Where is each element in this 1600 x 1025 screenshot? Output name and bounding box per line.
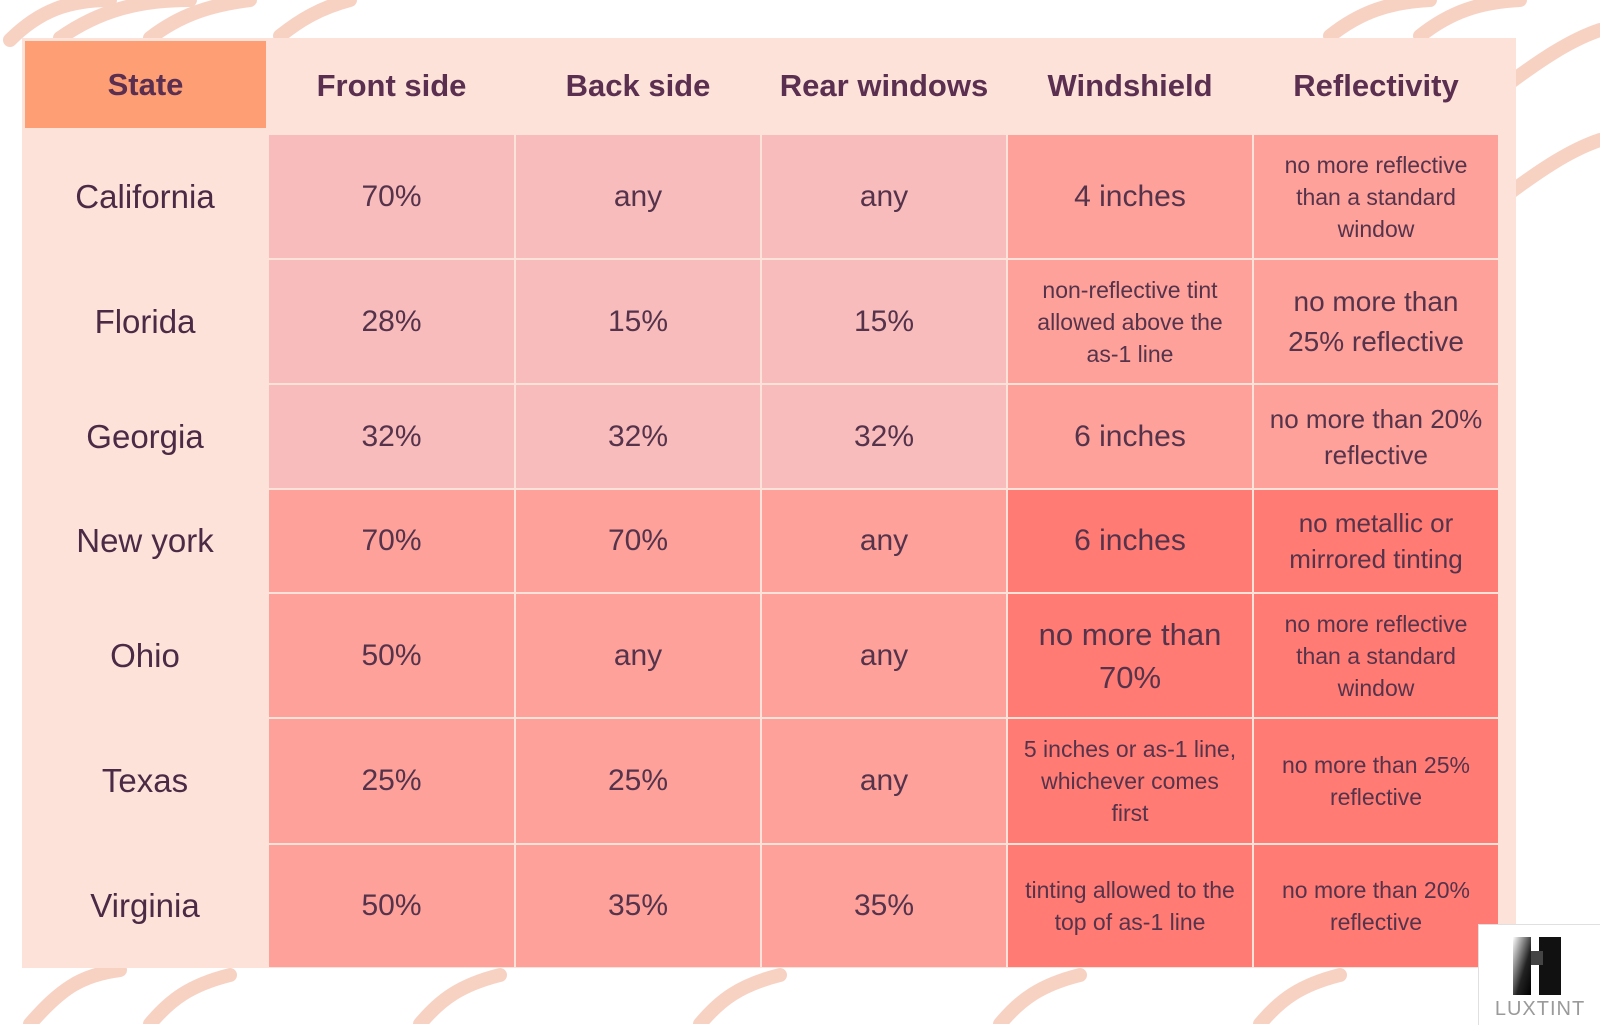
virginia-rear-windows: 35% [761,844,1007,968]
florida-front-side: 28% [268,259,515,384]
state-new-york: New york [76,522,214,559]
virginia-windshield: tinting allowed to the top of as-1 line [1007,844,1253,968]
georgia-windshield: 6 inches [1007,384,1253,489]
virginia-front-side: 50% [268,844,515,968]
ohio-reflectivity: no more reflective than a standard windo… [1253,593,1499,718]
new-york-windshield: 6 inches [1007,489,1253,593]
texas-rear-windows: any [761,718,1007,844]
state-virginia: Virginia [90,887,200,924]
georgia-back-side: 32% [515,384,761,489]
state-florida: Florida [94,302,196,340]
new-york-rear-windows: any [761,489,1007,593]
texas-back-side: 25% [515,718,761,844]
header-rear-windows: Rear windows [779,68,989,103]
logo-text: LUXTINT [1494,998,1586,1020]
virginia-reflectivity: no more than 20% reflective [1253,844,1499,968]
header-front-side: Front side [316,68,467,103]
luxtint-logo: LUXTINT [1478,924,1600,1025]
header-back-side: Back side [565,68,711,103]
header-reflectivity: Reflectivity [1293,68,1459,103]
florida-back-side: 15% [515,259,761,384]
state-ohio: Ohio [110,636,180,674]
california-rear-windows: any [761,134,1007,259]
florida-reflectivity: no more than 25% reflective [1253,259,1499,384]
georgia-reflectivity: no more than 20% reflective [1253,384,1499,489]
california-reflectivity: no more reflective than a standard windo… [1253,134,1499,259]
georgia-rear-windows: 32% [761,384,1007,489]
virginia-back-side: 35% [515,844,761,968]
texas-front-side: 25% [268,718,515,844]
new-york-back-side: 70% [515,489,761,593]
california-windshield: 4 inches [1007,134,1253,259]
header-state: State [25,41,266,128]
luxtint-logo-icon [1513,937,1561,995]
new-york-front-side: 70% [268,489,515,593]
new-york-reflectivity: no metallic or mirrored tinting [1253,489,1499,593]
header-windshield: Windshield [1047,68,1213,103]
california-back-side: any [515,134,761,259]
tint-laws-table: State Front side Back side Rear windows … [22,38,1499,968]
georgia-front-side: 32% [268,384,515,489]
ohio-rear-windows: any [761,593,1007,718]
state-texas: Texas [101,762,189,799]
florida-rear-windows: 15% [761,259,1007,384]
texas-windshield: 5 inches or as-1 line, whichever comes f… [1007,718,1253,844]
state-california: California [75,177,215,215]
ohio-front-side: 50% [268,593,515,718]
state-georgia: Georgia [86,417,204,455]
ohio-windshield: no more than 70% [1007,593,1253,718]
california-front-side: 70% [268,134,515,259]
florida-windshield: non-reflective tint allowed above the as… [1007,259,1253,384]
texas-reflectivity: no more than 25% reflective [1253,718,1499,844]
ohio-back-side: any [515,593,761,718]
